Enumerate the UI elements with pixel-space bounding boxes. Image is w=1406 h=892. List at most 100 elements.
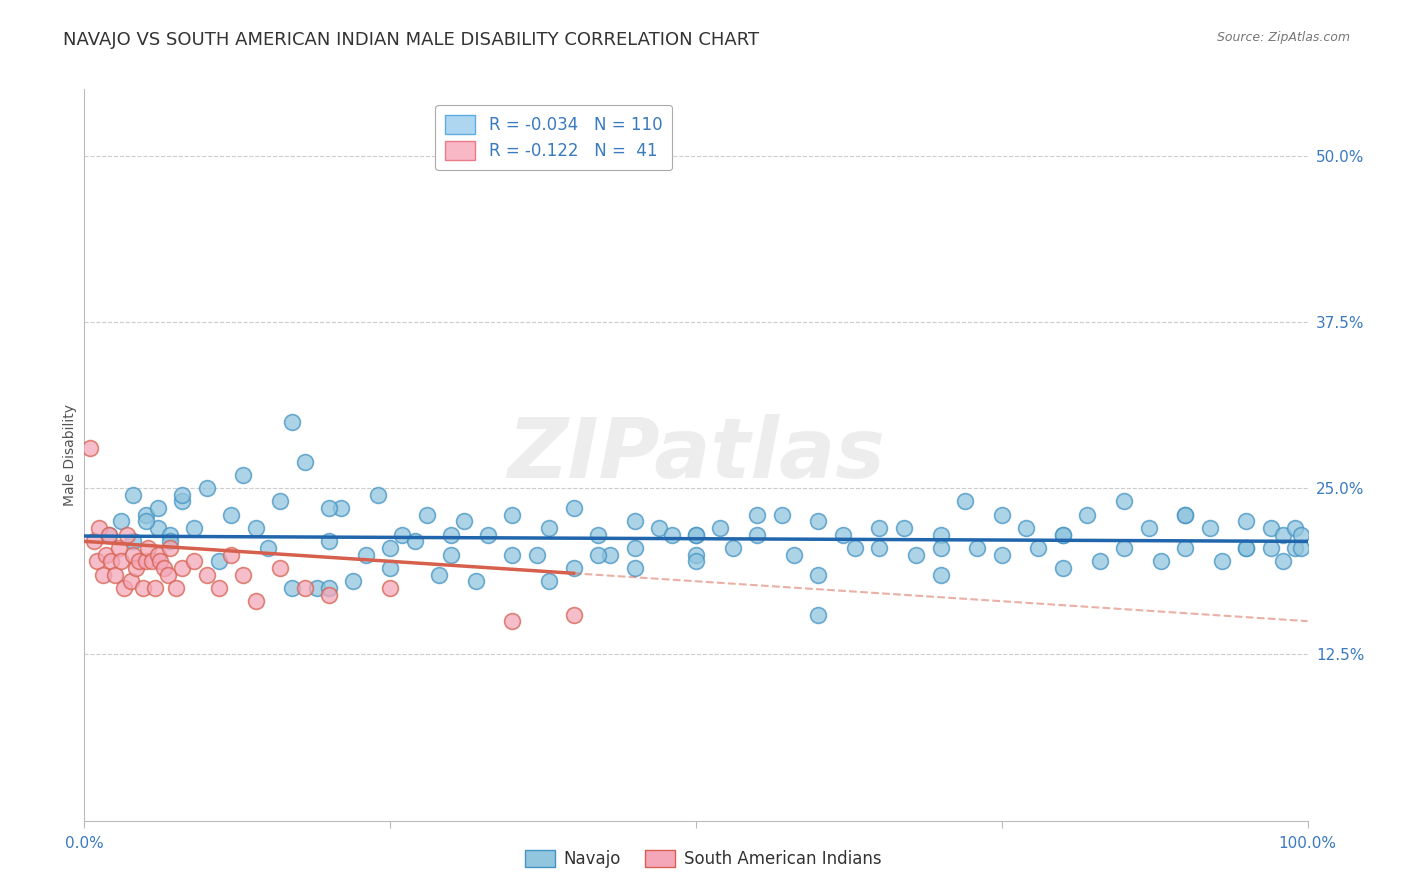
Point: [538, 574, 561, 589]
Point: [1114, 494, 1136, 508]
Point: [146, 521, 169, 535]
Point: [599, 548, 621, 562]
Point: [143, 581, 166, 595]
Point: [869, 541, 891, 555]
Point: [562, 607, 585, 622]
Point: [281, 415, 304, 429]
Point: [1088, 554, 1111, 568]
Point: [128, 554, 150, 568]
Point: [135, 554, 157, 568]
Point: [1028, 541, 1050, 555]
Point: [122, 534, 145, 549]
Point: [391, 527, 413, 541]
Point: [440, 527, 463, 541]
Point: [318, 534, 340, 549]
Point: [807, 515, 830, 529]
Point: [905, 548, 928, 562]
Point: [97, 527, 120, 541]
Point: [208, 581, 231, 595]
Point: [165, 581, 187, 595]
Point: [477, 527, 499, 541]
Point: [79, 442, 101, 456]
Point: [502, 548, 524, 562]
Point: [624, 515, 647, 529]
Point: [91, 567, 114, 582]
Point: [807, 607, 830, 622]
Point: [100, 554, 122, 568]
Point: [172, 494, 194, 508]
Point: [172, 561, 194, 575]
Point: [156, 567, 179, 582]
Point: [586, 527, 609, 541]
Text: Source: ZipAtlas.com: Source: ZipAtlas.com: [1216, 31, 1350, 45]
Point: [929, 567, 952, 582]
Point: [153, 561, 176, 575]
Point: [380, 541, 402, 555]
Point: [120, 574, 142, 589]
Point: [245, 594, 267, 608]
Point: [195, 567, 218, 582]
Point: [1174, 541, 1197, 555]
Point: [1272, 554, 1295, 568]
Point: [135, 508, 157, 522]
Point: [831, 527, 853, 541]
Point: [991, 508, 1014, 522]
Point: [966, 541, 988, 555]
Legend: R = -0.034   N = 110, R = -0.122   N =  41: R = -0.034 N = 110, R = -0.122 N = 41: [436, 105, 672, 170]
Point: [1291, 527, 1313, 541]
Point: [245, 521, 267, 535]
Point: [869, 521, 891, 535]
Point: [661, 527, 683, 541]
Point: [122, 548, 145, 562]
Point: [624, 541, 647, 555]
Point: [1236, 541, 1258, 555]
Y-axis label: Male Disability: Male Disability: [63, 404, 77, 506]
Point: [195, 481, 218, 495]
Point: [97, 527, 120, 541]
Point: [440, 548, 463, 562]
Point: [208, 554, 231, 568]
Legend: Navajo, South American Indians: Navajo, South American Indians: [517, 843, 889, 875]
Point: [318, 588, 340, 602]
Text: NAVAJO VS SOUTH AMERICAN INDIAN MALE DISABILITY CORRELATION CHART: NAVAJO VS SOUTH AMERICAN INDIAN MALE DIS…: [63, 31, 759, 49]
Point: [1260, 541, 1282, 555]
Point: [87, 521, 110, 535]
Point: [172, 488, 194, 502]
Point: [1284, 541, 1306, 555]
Point: [294, 581, 316, 595]
Point: [1272, 527, 1295, 541]
Point: [1114, 541, 1136, 555]
Point: [110, 554, 132, 568]
Point: [685, 527, 707, 541]
Point: [115, 527, 138, 541]
Point: [141, 554, 163, 568]
Point: [132, 581, 155, 595]
Point: [1260, 521, 1282, 535]
Point: [96, 548, 118, 562]
Point: [747, 508, 769, 522]
Point: [305, 581, 328, 595]
Point: [1052, 561, 1074, 575]
Point: [709, 521, 731, 535]
Point: [135, 515, 157, 529]
Point: [685, 548, 707, 562]
Point: [502, 508, 524, 522]
Point: [929, 541, 952, 555]
Point: [294, 454, 316, 468]
Point: [1174, 508, 1197, 522]
Point: [1076, 508, 1098, 522]
Point: [991, 548, 1014, 562]
Point: [953, 494, 976, 508]
Point: [538, 521, 561, 535]
Text: ZIPatlas: ZIPatlas: [508, 415, 884, 495]
Point: [1236, 515, 1258, 529]
Point: [136, 541, 159, 555]
Point: [1150, 554, 1173, 568]
Point: [342, 574, 364, 589]
Point: [257, 541, 280, 555]
Point: [149, 554, 172, 568]
Point: [562, 561, 585, 575]
Point: [807, 567, 830, 582]
Point: [112, 581, 135, 595]
Point: [104, 567, 127, 582]
